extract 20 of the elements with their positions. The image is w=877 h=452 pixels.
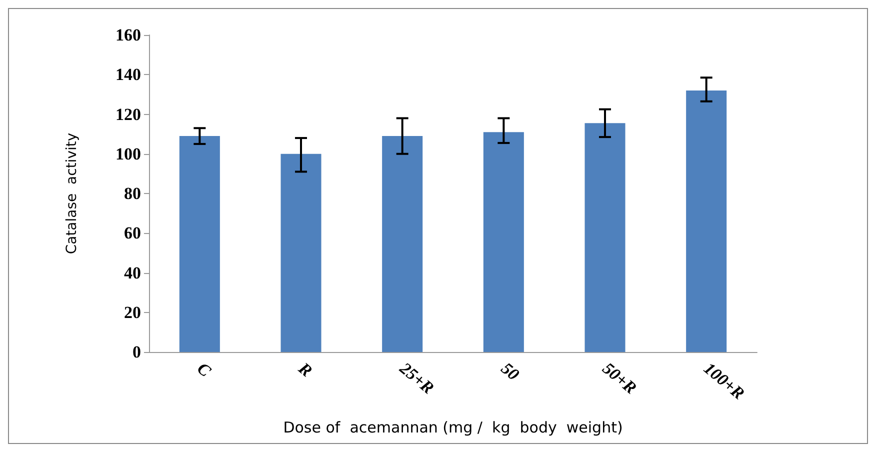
y-tick-label: 20 xyxy=(124,302,141,322)
x-axis-title: Dose of acemannan (mg / kg body weight) xyxy=(283,418,623,436)
x-tick-label: R xyxy=(294,358,316,381)
y-tick-label: 160 xyxy=(116,26,141,44)
bar xyxy=(584,123,626,352)
bar xyxy=(483,132,524,352)
y-tick-label: 40 xyxy=(124,263,141,282)
bar xyxy=(686,90,727,352)
x-tick-label: C xyxy=(194,358,215,381)
y-tick-label: 80 xyxy=(124,184,141,203)
bar xyxy=(280,154,322,352)
bar xyxy=(179,136,220,352)
x-tick-label: 50 xyxy=(498,358,524,385)
bar xyxy=(382,136,423,352)
y-tick-label: 140 xyxy=(116,65,141,84)
y-tick-label: 100 xyxy=(116,144,141,164)
y-tick-label: 120 xyxy=(116,104,141,124)
y-axis-title: Catalase activity xyxy=(64,132,80,254)
y-tick-label: 0 xyxy=(132,342,141,362)
y-tick-label: 60 xyxy=(124,224,141,243)
